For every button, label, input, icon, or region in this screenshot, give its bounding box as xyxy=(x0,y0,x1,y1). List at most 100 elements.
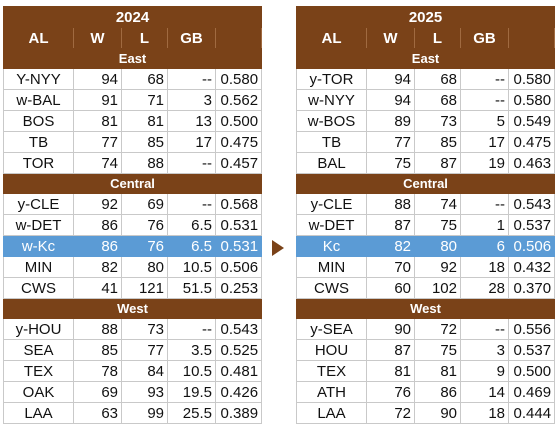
win-pct-cell: 0.457 xyxy=(214,152,263,174)
team-row: w-NYY 94 68 -- 0.580 xyxy=(296,89,556,111)
losses-cell: 85 xyxy=(414,131,461,153)
year-header-row: 2024 xyxy=(2,6,263,28)
team-row: y-CLE 88 74 -- 0.543 xyxy=(296,193,556,215)
games-back-cell: 14 xyxy=(460,381,509,403)
team-row: CWS 60 102 28 0.370 xyxy=(296,277,556,299)
year-header-row: 2025 xyxy=(295,6,556,28)
wins-cell: 76 xyxy=(366,381,415,403)
games-back-cell: 18 xyxy=(460,402,509,424)
wins-cell: 78 xyxy=(73,360,122,382)
team-row: LAA 63 99 25.5 0.389 xyxy=(3,402,263,424)
team-row: TEX 81 81 9 0.500 xyxy=(296,360,556,382)
team-row: w-DET 87 75 1 0.537 xyxy=(296,214,556,236)
losses-cell: 80 xyxy=(414,235,461,257)
losses-cell: 74 xyxy=(414,193,461,215)
games-back-cell: -- xyxy=(167,68,216,90)
wins-cell: 89 xyxy=(366,110,415,132)
team-row: Y-NYY 94 68 -- 0.580 xyxy=(3,68,263,90)
losses-cell: 73 xyxy=(414,110,461,132)
win-pct-cell: 0.543 xyxy=(214,318,263,340)
team-row: ATH 76 86 14 0.469 xyxy=(296,381,556,403)
losses-cell: 86 xyxy=(414,381,461,403)
losses-cell: 68 xyxy=(121,68,168,90)
win-pct-cell: 0.475 xyxy=(214,131,263,153)
win-pct-cell: 0.469 xyxy=(507,381,556,403)
losses-cell: 71 xyxy=(121,89,168,111)
win-pct-cell: 0.389 xyxy=(214,402,263,424)
win-pct-cell: 0.253 xyxy=(214,277,263,299)
team-row: y-SEA 90 72 -- 0.556 xyxy=(296,318,556,340)
games-back-cell: -- xyxy=(167,152,216,174)
team-name: BOS xyxy=(3,110,74,132)
wins-cell: 72 xyxy=(366,402,415,424)
team-name: Y-NYY xyxy=(3,68,74,90)
wins-cell: 92 xyxy=(73,193,122,215)
losses-cell: 69 xyxy=(121,193,168,215)
team-name: w-Kc xyxy=(3,235,74,257)
team-name: BAL xyxy=(296,152,367,174)
team-name: TB xyxy=(3,131,74,153)
team-row: w-Kc 86 76 6.5 0.531 xyxy=(3,235,263,257)
team-row: MIN 70 92 18 0.432 xyxy=(296,256,556,278)
team-name: TEX xyxy=(3,360,74,382)
wins-cell: 94 xyxy=(73,68,122,90)
win-pct-cell: 0.370 xyxy=(507,277,556,299)
win-pct-cell: 0.506 xyxy=(214,256,263,278)
team-row: OAK 69 93 19.5 0.426 xyxy=(3,381,263,403)
losses-cell: 80 xyxy=(121,256,168,278)
win-pct-cell: 0.568 xyxy=(214,193,263,215)
losses-cell: 85 xyxy=(121,131,168,153)
pct-header xyxy=(214,27,263,49)
wins-cell: 86 xyxy=(73,214,122,236)
win-pct-cell: 0.500 xyxy=(507,360,556,382)
team-name: y-HOU xyxy=(3,318,74,340)
win-pct-cell: 0.556 xyxy=(507,318,556,340)
win-pct-cell: 0.444 xyxy=(507,402,556,424)
games-back-cell: 10.5 xyxy=(167,360,216,382)
wins-cell: 91 xyxy=(73,89,122,111)
games-back-cell: -- xyxy=(460,193,509,215)
win-pct-cell: 0.475 xyxy=(507,131,556,153)
wins-cell: 81 xyxy=(366,360,415,382)
losses-cell: 121 xyxy=(121,277,168,299)
win-pct-cell: 0.562 xyxy=(214,89,263,111)
team-name: w-DET xyxy=(3,214,74,236)
games-back-cell: 25.5 xyxy=(167,402,216,424)
win-pct-cell: 0.506 xyxy=(507,235,556,257)
team-name: y-CLE xyxy=(3,193,74,215)
losses-cell: 76 xyxy=(121,214,168,236)
wins-cell: 86 xyxy=(73,235,122,257)
team-name: y-SEA xyxy=(296,318,367,340)
team-row: TB 77 85 17 0.475 xyxy=(3,131,263,153)
losses-cell: 77 xyxy=(121,339,168,361)
team-row: MIN 82 80 10.5 0.506 xyxy=(3,256,263,278)
pct-header xyxy=(507,27,556,49)
wins-cell: 81 xyxy=(73,110,122,132)
wins-cell: 75 xyxy=(366,152,415,174)
losses-header: L xyxy=(121,27,168,49)
team-name: y-TOR xyxy=(296,68,367,90)
losses-cell: 73 xyxy=(121,318,168,340)
losses-cell: 68 xyxy=(414,68,461,90)
games-back-cell: -- xyxy=(460,89,509,111)
win-pct-cell: 0.580 xyxy=(507,89,556,111)
team-name: w-BOS xyxy=(296,110,367,132)
losses-cell: 68 xyxy=(414,89,461,111)
team-row: w-BAL 91 71 3 0.562 xyxy=(3,89,263,111)
team-row: TB 77 85 17 0.475 xyxy=(296,131,556,153)
team-name: LAA xyxy=(296,402,367,424)
losses-cell: 75 xyxy=(414,339,461,361)
team-name: CWS xyxy=(296,277,367,299)
team-name: SEA xyxy=(3,339,74,361)
win-pct-cell: 0.463 xyxy=(507,152,556,174)
team-row: HOU 87 75 3 0.537 xyxy=(296,339,556,361)
team-name: TEX xyxy=(296,360,367,382)
games-back-cell: 19 xyxy=(460,152,509,174)
games-back-cell: -- xyxy=(167,193,216,215)
win-pct-cell: 0.543 xyxy=(507,193,556,215)
team-row: TOR 74 88 -- 0.457 xyxy=(3,152,263,174)
games-back-cell: 3.5 xyxy=(167,339,216,361)
wins-cell: 69 xyxy=(73,381,122,403)
team-row: w-BOS 89 73 5 0.549 xyxy=(296,110,556,132)
year-title: 2025 xyxy=(295,6,556,28)
